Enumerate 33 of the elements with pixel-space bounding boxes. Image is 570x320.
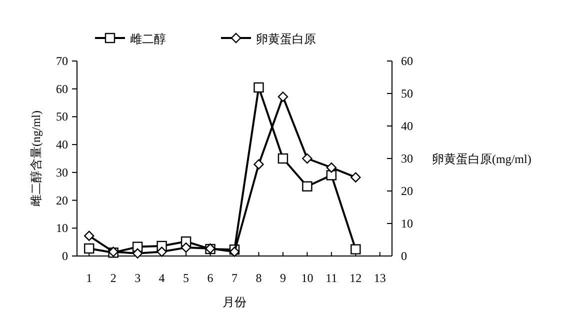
x-axis-title: 月份 xyxy=(222,295,246,309)
y-tick-label: 20 xyxy=(56,193,68,208)
y2-tick-label: 20 xyxy=(401,184,413,198)
x-tick-label: 5 xyxy=(183,271,190,285)
y2-axis-title: 卵黄蛋白原(mg/ml) xyxy=(432,152,532,166)
legend-label: 卵黄蛋白原 xyxy=(256,32,316,46)
y-tick-label: 70 xyxy=(56,54,68,68)
x-tick-label: 8 xyxy=(256,271,262,285)
y-tick-label: 0 xyxy=(62,249,68,263)
x-tick-label: 13 xyxy=(374,271,386,285)
y-tick-label: 40 xyxy=(56,138,68,152)
y2-tick-label: 0 xyxy=(401,249,407,263)
x-tick-label: 1 xyxy=(86,271,92,285)
legend-label: 雌二醇 xyxy=(130,32,166,46)
x-tick-label: 10 xyxy=(301,271,314,285)
y2-tick-label: 50 xyxy=(401,86,413,100)
x-tick-label: 3 xyxy=(134,271,141,285)
x-tick-label: 6 xyxy=(207,271,214,285)
x-tick-label: 2 xyxy=(110,271,116,285)
x-tick-label: 9 xyxy=(280,271,286,285)
y-tick-label: 30 xyxy=(56,165,68,180)
y-tick-label: 10 xyxy=(56,221,68,236)
y2-tick-label: 10 xyxy=(401,216,413,230)
y-tick-label: 50 xyxy=(56,110,68,124)
y2-tick-label: 30 xyxy=(401,152,413,166)
x-tick-label: 11 xyxy=(326,271,338,285)
x-tick-label: 7 xyxy=(232,271,238,285)
y2-tick-label: 40 xyxy=(401,119,413,133)
y-tick-label: 60 xyxy=(56,82,68,96)
y-axis-title: 雌二醇含量(ng/ml) xyxy=(29,110,43,206)
y2-tick-label: 60 xyxy=(401,54,413,68)
x-tick-label: 4 xyxy=(158,271,165,285)
x-tick-label: 12 xyxy=(350,271,362,285)
